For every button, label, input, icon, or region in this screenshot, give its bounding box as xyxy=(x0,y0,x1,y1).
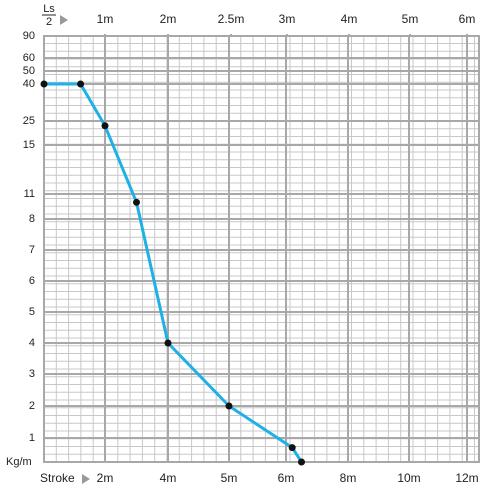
x-tick-label: 12m xyxy=(455,471,478,485)
arrow-icon xyxy=(82,474,90,484)
y-tick-label: 90 xyxy=(23,30,35,42)
y-tick-label: 6 xyxy=(29,275,35,287)
data-point xyxy=(40,80,48,88)
data-point xyxy=(77,80,85,88)
major-grid xyxy=(43,34,480,463)
x-tick-label: 4m xyxy=(160,471,177,485)
y-tick-label: 7 xyxy=(29,244,35,256)
y-tick-label: 5 xyxy=(29,306,35,318)
data-point xyxy=(225,402,233,410)
top-axis-label-denominator: 2 xyxy=(46,16,52,28)
y-tick-label: 15 xyxy=(23,139,35,151)
top-axis-label-numerator: Ls xyxy=(43,3,55,15)
y-tick-label: 1 xyxy=(29,432,35,444)
top-tick-label: 4m xyxy=(341,12,358,26)
y-tick-label: 4 xyxy=(29,337,35,349)
minor-grid xyxy=(43,35,479,463)
top-tick-label: 6m xyxy=(459,12,476,26)
top-tick-label: 5m xyxy=(402,12,419,26)
y-tick-label: 8 xyxy=(29,213,35,225)
top-tick-label: 3m xyxy=(279,12,296,26)
data-line xyxy=(44,82,303,463)
y-tick-label: 60 xyxy=(23,52,35,64)
x-axis-label: Stroke xyxy=(40,471,75,485)
x-tick-label: 8m xyxy=(340,471,357,485)
y-tick-label: 3 xyxy=(29,368,35,380)
top-tick-label: 2.5m xyxy=(218,12,245,26)
x-tick-label: 6m xyxy=(278,471,295,485)
y-tick-label: 50 xyxy=(23,65,35,77)
x-tick-label: 10m xyxy=(397,471,420,485)
y-tick-label: 2 xyxy=(29,400,35,412)
data-point xyxy=(288,444,296,452)
data-point xyxy=(101,122,109,130)
top-tick-label: 1m xyxy=(97,12,114,26)
y-tick-label: 25 xyxy=(23,115,35,127)
arrow-icon xyxy=(60,15,68,25)
y-axis-label: Kg/m xyxy=(6,456,32,468)
data-point xyxy=(164,339,172,347)
data-point xyxy=(298,458,305,466)
x-tick-label: 2m xyxy=(97,471,114,485)
y-tick-label: 40 xyxy=(23,78,35,90)
x-tick-label: 5m xyxy=(221,471,238,485)
data-point xyxy=(133,198,140,206)
y-tick-label: 11 xyxy=(24,188,35,200)
top-tick-label: 2m xyxy=(160,12,177,26)
